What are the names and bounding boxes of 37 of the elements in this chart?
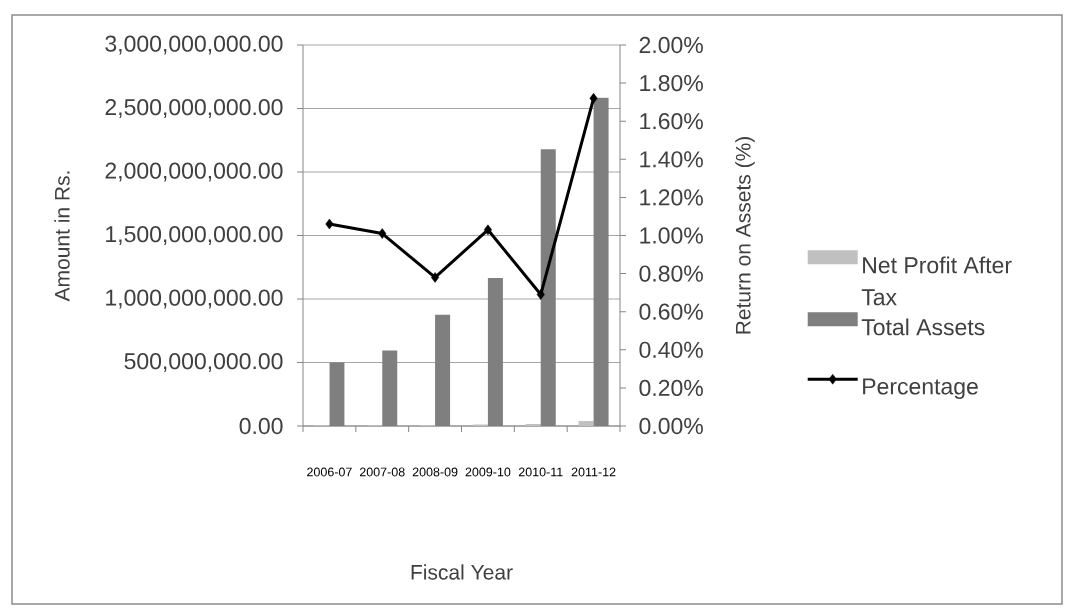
y2-tick-label: 1.40%: [640, 151, 703, 168]
y-axis-title: Amount in Rs.: [54, 171, 70, 302]
y2-tick-label: 2.00%: [639, 36, 703, 54]
point: [431, 272, 440, 283]
y2-tick-label: 1.60%: [640, 113, 703, 130]
point: [589, 93, 598, 104]
y2-tick-label: 1.80%: [640, 74, 703, 92]
x-tick-label: 2009-10: [465, 467, 511, 477]
y2-tick-label: 1.00%: [640, 227, 703, 244]
y2-tick-label: 0.40%: [639, 341, 703, 358]
x-tick-label: 2007-08: [359, 467, 405, 477]
point: [536, 289, 545, 300]
y2-tick-label: 0.80%: [639, 265, 703, 282]
x-tick-label: 2011-12: [571, 467, 616, 477]
y2-axis-title: Return on Assets (%): [735, 137, 755, 334]
y-tick-label: 3,000,000,000.00: [105, 35, 283, 55]
point: [325, 218, 334, 230]
x-axis-title: Fiscal Year: [411, 564, 513, 580]
x-tick-label: 2008-09: [412, 467, 458, 477]
y-tick-label: 2,500,000,000.00: [105, 99, 283, 119]
y-tick-label: 1,000,000,000.00: [106, 289, 283, 309]
y-tick-label: 2,000,000,000.00: [105, 162, 283, 182]
bar: [578, 420, 594, 426]
y2-tick-label: 0.00%: [639, 417, 703, 435]
y2-tick-label: 0.60%: [639, 303, 703, 320]
y-tick-label: 500,000,000.00: [124, 353, 283, 373]
y-tick-label: 0.00: [239, 417, 283, 435]
y2-tick-label: 1.20%: [640, 189, 703, 206]
x-tick-label: 2010-11: [518, 467, 563, 477]
x-tick-label: 2006-07: [307, 467, 352, 477]
point: [378, 228, 387, 239]
legend-label: Total Assets: [861, 318, 985, 336]
point: [483, 224, 492, 236]
y-tick-label: 1,500,000,000.00: [106, 226, 283, 246]
legend-label: Percentage: [863, 378, 978, 400]
legend-label: Net Profit After Tax: [861, 256, 1012, 306]
y2-tick-label: 0.20%: [639, 379, 703, 397]
